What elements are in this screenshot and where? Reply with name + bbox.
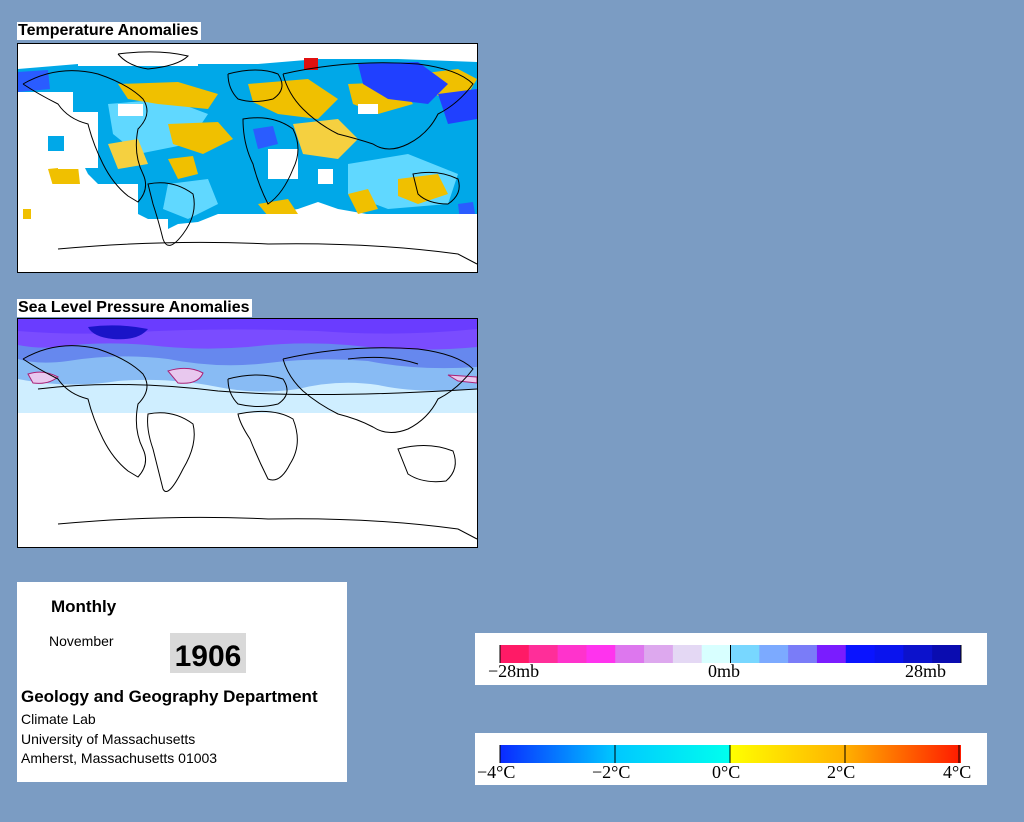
pressure-legend-swatch bbox=[644, 645, 674, 663]
pressure-legend-max-label: 28mb bbox=[905, 661, 946, 681]
temperature-legend-label-neg2: −2°C bbox=[592, 762, 630, 782]
pressure-legend-swatch bbox=[730, 645, 760, 663]
temperature-legend-label-0: 0°C bbox=[712, 762, 740, 782]
pressure-legend-swatches bbox=[499, 645, 962, 663]
lab-label: Climate Lab bbox=[21, 711, 96, 727]
pressure-legend-swatch bbox=[903, 645, 933, 663]
temperature-legend-label-2: 2°C bbox=[827, 762, 855, 782]
month-label: November bbox=[49, 633, 114, 649]
pressure-legend-swatch bbox=[816, 645, 847, 663]
address-label: Amherst, Massachusetts 01003 bbox=[21, 750, 218, 766]
period-label: Monthly bbox=[51, 597, 117, 616]
pressure-legend-swatch bbox=[500, 645, 530, 663]
temperature-legend: −4°C −2°C 0°C 2°C 4°C bbox=[475, 733, 987, 785]
temperature-map-title: Temperature Anomalies bbox=[17, 22, 201, 40]
pressure-legend-swatch bbox=[788, 645, 818, 663]
temperature-anomaly-map bbox=[17, 43, 478, 273]
temperature-legend-label-4: 4°C bbox=[943, 762, 971, 782]
pressure-legend-min-label: −28mb bbox=[488, 661, 539, 681]
pressure-legend-swatch bbox=[932, 645, 962, 663]
pressure-legend-zero-label: 0mb bbox=[708, 661, 740, 681]
pressure-legend-swatch bbox=[701, 645, 731, 663]
info-panel: Monthly November 1906 Geology and Geogra… bbox=[17, 582, 347, 782]
university-label: University of Massachusetts bbox=[21, 731, 196, 747]
temperature-legend-label-neg4: −4°C bbox=[477, 762, 515, 782]
pressure-legend-swatch bbox=[874, 645, 904, 663]
pressure-legend-swatch bbox=[557, 645, 587, 663]
year-label: 1906 bbox=[170, 633, 246, 673]
pressure-anomaly-map bbox=[17, 318, 478, 548]
pressure-legend-swatch bbox=[586, 645, 616, 663]
pressure-legend-swatch bbox=[759, 645, 789, 663]
pressure-legend: −28mb 0mb 28mb bbox=[475, 633, 987, 685]
pressure-legend-swatch bbox=[845, 645, 876, 663]
pressure-legend-swatch bbox=[672, 645, 703, 663]
pressure-legend-swatch bbox=[615, 645, 645, 663]
pressure-map-title: Sea Level Pressure Anomalies bbox=[17, 299, 252, 317]
department-label: Geology and Geography Department bbox=[21, 687, 318, 706]
pressure-legend-swatch bbox=[528, 645, 559, 663]
